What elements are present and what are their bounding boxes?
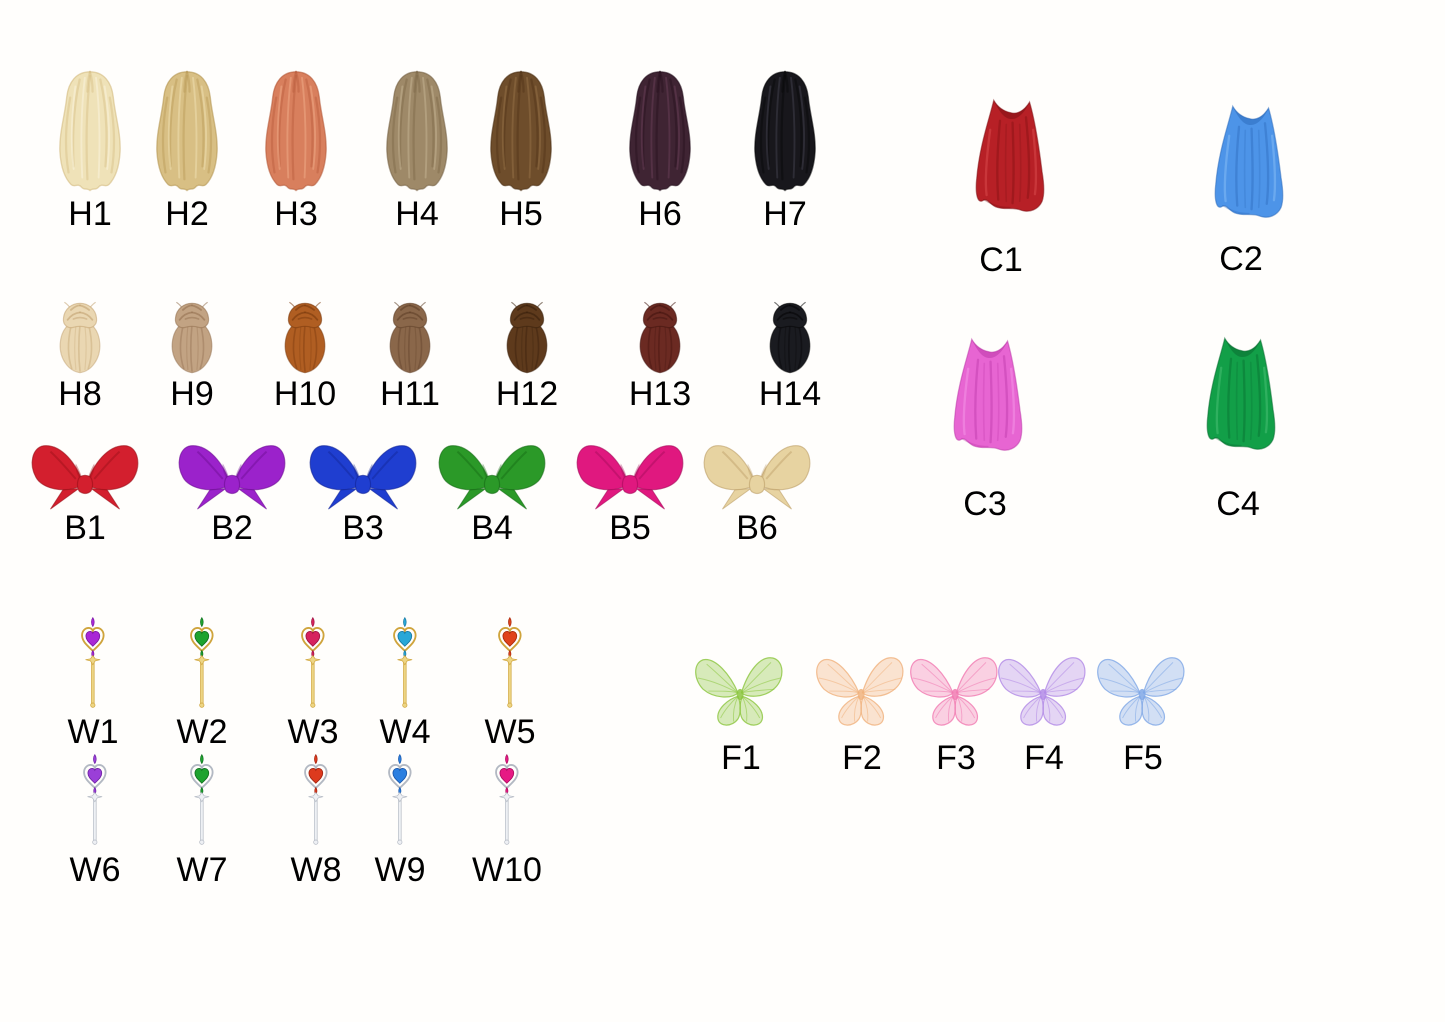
w7-graphic bbox=[186, 753, 218, 848]
b6-graphic bbox=[701, 438, 813, 514]
h9-graphic bbox=[163, 300, 221, 376]
h6-label: H6 bbox=[638, 195, 682, 233]
h13-label: H13 bbox=[628, 375, 692, 413]
w6-graphic bbox=[79, 753, 111, 848]
c4-graphic bbox=[1200, 332, 1288, 468]
h8-graphic bbox=[51, 300, 109, 376]
b5-graphic bbox=[574, 438, 686, 514]
h11-graphic bbox=[381, 300, 439, 376]
h7-graphic bbox=[742, 66, 828, 198]
w8-label: W8 bbox=[290, 851, 342, 889]
h2-label: H2 bbox=[165, 195, 209, 233]
w3-graphic bbox=[297, 616, 329, 711]
b2-graphic bbox=[176, 438, 288, 514]
f4-graphic bbox=[994, 649, 1094, 734]
c1-label: C1 bbox=[979, 241, 1023, 279]
f4-label: F4 bbox=[1024, 739, 1064, 777]
f5-label: F5 bbox=[1123, 739, 1163, 777]
h1-label: H1 bbox=[68, 195, 112, 233]
w9-label: W9 bbox=[374, 851, 426, 889]
c3-graphic bbox=[947, 333, 1035, 469]
w10-graphic bbox=[491, 753, 523, 848]
w5-label: W5 bbox=[484, 713, 536, 751]
h4-graphic bbox=[374, 66, 460, 198]
b6-label: B6 bbox=[736, 509, 778, 547]
h9-label: H9 bbox=[170, 375, 214, 413]
c2-graphic bbox=[1208, 100, 1296, 236]
w1-graphic bbox=[77, 616, 109, 711]
w9-graphic bbox=[384, 753, 416, 848]
h8-label: H8 bbox=[58, 375, 102, 413]
h10-label: H10 bbox=[273, 375, 337, 413]
w4-graphic bbox=[389, 616, 421, 711]
w3-label: W3 bbox=[287, 713, 339, 751]
f3-label: F3 bbox=[936, 739, 976, 777]
w8-graphic bbox=[300, 753, 332, 848]
f3-graphic bbox=[906, 649, 1006, 734]
b1-graphic bbox=[29, 438, 141, 514]
b2-label: B2 bbox=[211, 509, 253, 547]
f5-graphic bbox=[1093, 649, 1193, 734]
f1-label: F1 bbox=[721, 739, 761, 777]
w10-label: W10 bbox=[472, 851, 542, 889]
w6-label: W6 bbox=[69, 851, 121, 889]
b3-graphic bbox=[307, 438, 419, 514]
h2-graphic bbox=[144, 66, 230, 198]
b3-label: B3 bbox=[342, 509, 384, 547]
h13-graphic bbox=[631, 300, 689, 376]
w2-graphic bbox=[186, 616, 218, 711]
h5-graphic bbox=[478, 66, 564, 198]
c4-label: C4 bbox=[1216, 485, 1260, 523]
h3-label: H3 bbox=[274, 195, 318, 233]
c1-graphic bbox=[969, 94, 1057, 230]
h11-label: H11 bbox=[380, 375, 440, 413]
h1-graphic bbox=[47, 66, 133, 198]
h3-graphic bbox=[253, 66, 339, 198]
c2-label: C2 bbox=[1219, 240, 1263, 278]
w2-label: W2 bbox=[176, 713, 228, 751]
h14-graphic bbox=[761, 300, 819, 376]
w5-graphic bbox=[494, 616, 526, 711]
h12-graphic bbox=[498, 300, 556, 376]
h7-label: H7 bbox=[763, 195, 807, 233]
c3-label: C3 bbox=[963, 485, 1007, 523]
b4-label: B4 bbox=[471, 509, 513, 547]
b5-label: B5 bbox=[609, 509, 651, 547]
f1-graphic bbox=[691, 649, 791, 734]
h10-graphic bbox=[276, 300, 334, 376]
h5-label: H5 bbox=[499, 195, 543, 233]
b4-graphic bbox=[436, 438, 548, 514]
w1-label: W1 bbox=[67, 713, 119, 751]
h12-label: H12 bbox=[495, 375, 559, 413]
f2-graphic bbox=[812, 649, 912, 734]
w4-label: W4 bbox=[379, 713, 431, 751]
h4-label: H4 bbox=[395, 195, 439, 233]
h6-graphic bbox=[617, 66, 703, 198]
h14-label: H14 bbox=[758, 375, 822, 413]
w7-label: W7 bbox=[176, 851, 228, 889]
b1-label: B1 bbox=[64, 509, 106, 547]
f2-label: F2 bbox=[842, 739, 882, 777]
